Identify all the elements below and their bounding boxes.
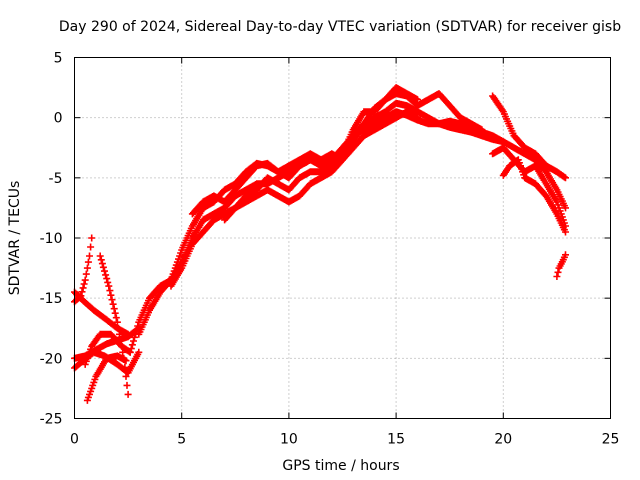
y-tick-label: -15 [40,291,63,307]
marker-trace [81,330,134,368]
plot-frame [74,57,611,419]
x-tick-label: 10 [280,432,298,448]
x-tick-label: 25 [602,432,620,448]
series-track-16 [553,251,569,280]
y-tick-label: -10 [40,231,63,247]
marker-trace [167,108,421,290]
marker-trace [96,252,132,398]
data-series [71,84,569,404]
x-tick-label: 20 [494,432,512,448]
marker-trace [553,251,569,280]
y-tick-label: -5 [49,171,63,187]
y-tick-label: -25 [40,412,63,428]
series-track-7 [96,252,132,398]
marker-trace [221,108,569,224]
chart-title: Day 290 of 2024, Sidereal Day-to-day VTE… [59,19,621,35]
marker-trace [499,156,569,236]
y-tick-label: -20 [40,351,63,367]
y-axis-label: SDTVAR / TECUs [7,181,23,296]
series-track-13 [489,92,569,182]
y-tick-label: 0 [54,111,63,127]
x-tick-label: 15 [387,432,405,448]
series-track-15 [499,156,569,236]
marker-trace [489,92,569,182]
y-tick-label: 5 [54,51,63,67]
series-track-12 [221,108,569,224]
x-tick-label: 0 [70,432,79,448]
series-track-10 [167,108,421,290]
x-axis-label: GPS time / hours [282,458,399,474]
x-tick-label: 5 [177,432,186,448]
series-track-6 [81,330,134,368]
